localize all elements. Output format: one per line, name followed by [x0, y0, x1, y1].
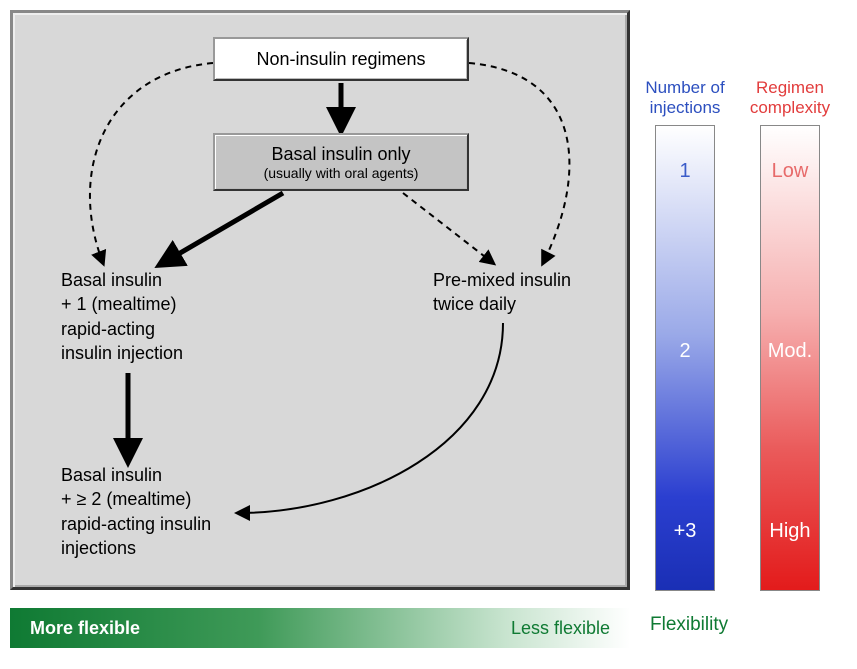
flowchart-panel: Non-insulin regimens Basal insulin only …	[10, 10, 630, 590]
node-sublabel: (usually with oral agents)	[264, 165, 419, 181]
flex-left-label: More flexible	[30, 618, 140, 639]
node-basal-only: Basal insulin only (usually with oral ag…	[213, 133, 469, 191]
flex-right-label: Less flexible	[511, 618, 610, 639]
complexity-val-high: High	[760, 520, 820, 543]
text-line: Pre-mixed insulin	[433, 268, 571, 292]
text-line: Basal insulin	[61, 463, 211, 487]
text-line: rapid-acting	[61, 317, 183, 341]
node-label: Basal insulin only	[271, 144, 410, 165]
text-line: + 1 (mealtime)	[61, 292, 183, 316]
node-premixed: Pre-mixed insulin twice daily	[433, 268, 571, 317]
text-line: injections	[61, 536, 211, 560]
node-non-insulin: Non-insulin regimens	[213, 37, 469, 81]
node-basal-plus1: Basal insulin + 1 (mealtime) rapid-actin…	[61, 268, 183, 365]
edge-n4-n5	[238, 323, 503, 513]
injections-val-1: 1	[655, 160, 715, 183]
text-line: insulin injection	[61, 341, 183, 365]
edge-n2-n3	[163, 193, 283, 263]
node-label: Non-insulin regimens	[256, 49, 425, 70]
injections-val-3: +3	[655, 520, 715, 543]
text-line: Basal insulin	[61, 268, 183, 292]
node-basal-plus2: Basal insulin + ≥ 2 (mealtime) rapid-act…	[61, 463, 211, 560]
diagram-root: Non-insulin regimens Basal insulin only …	[10, 10, 847, 659]
flex-side-label: Flexibility	[650, 614, 728, 636]
complexity-val-low: Low	[760, 160, 820, 183]
edge-n1-n4	[469, 63, 569, 263]
edge-n1-n3	[90, 63, 213, 263]
text-line: rapid-acting insulin	[61, 512, 211, 536]
injections-val-2: 2	[655, 340, 715, 363]
complexity-val-mod: Mod.	[760, 340, 820, 363]
text-line: + ≥ 2 (mealtime)	[61, 487, 211, 511]
edge-n2-n4	[403, 193, 493, 263]
text-line: twice daily	[433, 292, 571, 316]
complexity-title: Regimen complexity	[745, 78, 835, 119]
flexibility-bar: More flexible Less flexible	[10, 608, 630, 648]
injections-title: Number of injections	[640, 78, 730, 119]
